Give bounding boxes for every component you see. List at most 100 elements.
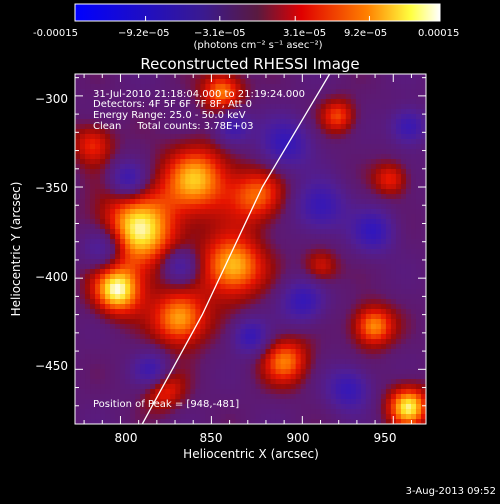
heatmap-cell — [160, 174, 166, 180]
heatmap-cell — [100, 219, 106, 225]
heatmap-cell — [386, 394, 392, 400]
heatmap-cell — [80, 404, 86, 410]
heatmap-cell — [190, 79, 196, 85]
heatmap-cell — [90, 369, 96, 375]
heatmap-cell — [200, 134, 206, 140]
colorbar-tick-5: 0.00015 — [418, 28, 459, 39]
heatmap-cell — [376, 259, 382, 265]
heatmap-cell — [321, 209, 327, 215]
heatmap-cell — [85, 229, 91, 235]
heatmap-cell — [205, 264, 211, 270]
heatmap-cell — [256, 119, 262, 125]
heatmap-cell — [281, 334, 287, 340]
heatmap-cell — [351, 409, 357, 415]
heatmap-cell — [90, 304, 96, 310]
heatmap-cell — [391, 244, 397, 250]
heatmap-cell — [165, 344, 171, 350]
heatmap-cell — [75, 174, 81, 180]
heatmap-cell — [105, 239, 111, 245]
heatmap-cell — [401, 199, 407, 205]
heatmap-cell — [351, 359, 357, 365]
heatmap-cell — [381, 359, 387, 365]
heatmap-cell — [326, 344, 332, 350]
heatmap-cell — [85, 154, 91, 160]
heatmap-cell — [90, 169, 96, 175]
heatmap-cell — [346, 154, 352, 160]
heatmap-cell — [341, 154, 347, 160]
heatmap-cell — [361, 364, 367, 370]
heatmap-cell — [75, 249, 81, 255]
heatmap-cell — [381, 184, 387, 190]
heatmap-cell — [381, 274, 387, 280]
heatmap-cell — [80, 89, 86, 95]
heatmap-cell — [336, 384, 342, 390]
heatmap-cell — [190, 279, 196, 285]
heatmap-cell — [165, 214, 171, 220]
heatmap-cell — [276, 179, 282, 185]
heatmap-cell — [406, 289, 412, 295]
heatmap-cell — [180, 254, 186, 260]
heatmap-cell — [336, 389, 342, 395]
heatmap-cell — [256, 404, 262, 410]
heatmap-cell — [115, 169, 121, 175]
heatmap-cell — [366, 349, 372, 355]
heatmap-cell — [326, 169, 332, 175]
heatmap-cell — [296, 274, 302, 280]
heatmap-cell — [195, 294, 201, 300]
heatmap-cell — [205, 324, 211, 330]
heatmap-cell — [356, 349, 362, 355]
heatmap-cell — [130, 389, 136, 395]
heatmap-cell — [416, 229, 422, 235]
heatmap-cell — [261, 164, 267, 170]
heatmap-cell — [366, 149, 372, 155]
heatmap-cell — [371, 119, 377, 125]
heatmap-cell — [401, 304, 407, 310]
heatmap-cell — [311, 189, 317, 195]
heatmap-cell — [406, 414, 412, 420]
heatmap-cell — [120, 324, 126, 330]
heatmap-cell — [316, 394, 322, 400]
heatmap-cell — [185, 414, 191, 420]
heatmap-cell — [341, 94, 347, 100]
heatmap-cell — [411, 189, 417, 195]
heatmap-cell — [346, 264, 352, 270]
heatmap-cell — [311, 179, 317, 185]
heatmap-cell — [85, 404, 91, 410]
heatmap-cell — [225, 324, 231, 330]
heatmap-cell — [261, 204, 267, 210]
heatmap-cell — [115, 244, 121, 250]
heatmap-cell — [120, 379, 126, 385]
heatmap-cell — [195, 229, 201, 235]
heatmap-cell — [341, 214, 347, 220]
heatmap-cell — [316, 199, 322, 205]
heatmap-cell — [381, 379, 387, 385]
heatmap-cell — [321, 149, 327, 155]
heatmap-cell — [175, 299, 181, 305]
heatmap-cell — [220, 379, 226, 385]
heatmap-cell — [256, 124, 262, 130]
heatmap-cell — [140, 249, 146, 255]
heatmap-cell — [371, 229, 377, 235]
heatmap-cell — [316, 204, 322, 210]
heatmap-cell — [351, 369, 357, 375]
heatmap-cell — [341, 399, 347, 405]
heatmap-cell — [100, 184, 106, 190]
heatmap-cell — [240, 239, 246, 245]
heatmap-cell — [371, 334, 377, 340]
heatmap-cell — [256, 249, 262, 255]
heatmap-cell — [261, 134, 267, 140]
heatmap-cell — [411, 354, 417, 360]
heatmap-cell — [135, 179, 141, 185]
heatmap-cell — [281, 264, 287, 270]
heatmap-cell — [261, 294, 267, 300]
heatmap-cell — [110, 309, 116, 315]
heatmap-cell — [175, 264, 181, 270]
heatmap-cell — [135, 349, 141, 355]
heatmap-cell — [185, 354, 191, 360]
heatmap-cell — [271, 129, 277, 135]
heatmap-cell — [150, 349, 156, 355]
heatmap-cell — [85, 314, 91, 320]
heatmap-cell — [416, 399, 422, 405]
heatmap-cell — [110, 364, 116, 370]
heatmap-cell — [145, 279, 151, 285]
